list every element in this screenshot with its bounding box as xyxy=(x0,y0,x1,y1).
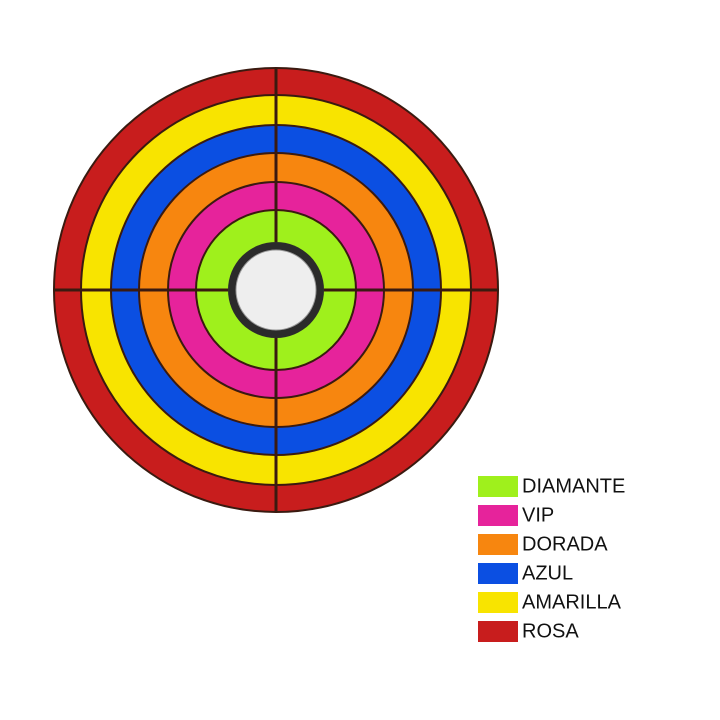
legend-swatch xyxy=(478,476,518,497)
legend-label: DORADA xyxy=(522,533,608,555)
legend: DIAMANTE VIP DORADA AZUL AMARILLA ROSA xyxy=(478,475,625,642)
legend-swatch xyxy=(478,563,518,584)
legend-swatch xyxy=(478,592,518,613)
legend-label: VIP xyxy=(522,504,554,526)
center xyxy=(235,249,317,331)
legend-swatch xyxy=(478,534,518,555)
legend-label: AMARILLA xyxy=(522,591,622,613)
legend-label: AZUL xyxy=(522,562,573,584)
rings xyxy=(53,67,499,513)
legend-label: DIAMANTE xyxy=(522,475,625,497)
legend-label: ROSA xyxy=(522,620,579,642)
legend-swatch xyxy=(478,505,518,526)
legend-swatch xyxy=(478,621,518,642)
